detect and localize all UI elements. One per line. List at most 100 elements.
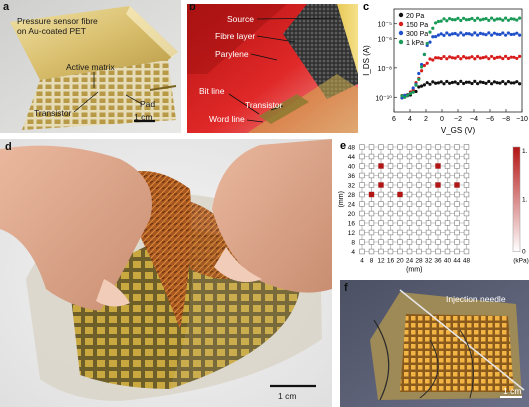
panel-c-point [453, 18, 457, 22]
transistor-annotation: Transistor [34, 108, 72, 118]
panel-e-pixel [368, 172, 375, 179]
panel-e-pixel [463, 239, 470, 245]
panel-c-point [476, 16, 480, 20]
panel-e-pixel [454, 172, 460, 179]
panel-c-label: c [363, 1, 369, 13]
panel-e-pixel [463, 210, 470, 217]
panel-e-colorbar-unit: (kPa) [513, 258, 529, 265]
panel-c-series-1 [400, 54, 522, 99]
panel-c-point [506, 80, 510, 84]
panel-e-pixel [406, 229, 413, 236]
panel-c-point [518, 16, 522, 20]
panel-c-point [450, 80, 454, 85]
panel-b-image [187, 4, 358, 133]
panel-e-pixel [406, 182, 413, 188]
panel-f-scalebar-svg [500, 396, 522, 398]
panel-f-image [340, 280, 529, 407]
panel-e-ytick-label: 24 [348, 202, 356, 209]
panel-e-pixel [454, 210, 460, 217]
panel-e-pixel [416, 210, 422, 217]
panel-c-point [467, 32, 471, 36]
panel-e-pixel [368, 201, 375, 207]
panel-c-point [428, 82, 432, 86]
panel-c-series-0 [400, 79, 522, 100]
panel-e-pixel [425, 153, 432, 160]
panel-e-pixel [416, 229, 422, 236]
panel-e-pixel [454, 220, 460, 226]
panel-c-point [509, 55, 513, 59]
panel-c-point [445, 57, 449, 61]
panel-e-active-pixel [378, 182, 384, 188]
panel-c-point [481, 17, 485, 21]
panel-e-pixel [435, 229, 441, 236]
panel-c-point [453, 80, 457, 84]
panel-e-pixel [444, 248, 451, 255]
panel-e-pixel [425, 191, 432, 198]
panel-c-point [456, 33, 460, 37]
panel-e-pixel [435, 248, 441, 255]
panel-f-photo: f Injection needle 1 cm [340, 280, 529, 407]
panel-c-point [464, 80, 468, 84]
panel-c-point [515, 31, 519, 35]
panel-c-point [439, 80, 443, 84]
panel-e-pixel [444, 239, 451, 245]
panel-e-pixel [416, 191, 422, 198]
panel-e-pixel [397, 220, 403, 226]
panel-c-point [420, 62, 424, 67]
panel-e-pixel [378, 220, 384, 226]
panel-e-pixel [368, 153, 375, 160]
panel-e-pixel [425, 163, 432, 169]
panel-e-pixel [359, 153, 365, 160]
panel-c-legend-marker [398, 12, 404, 18]
panel-c-point [411, 86, 415, 90]
panel-c-point [484, 33, 488, 37]
panel-c-point [518, 54, 522, 59]
panel-c-point [442, 54, 446, 59]
panel-e-pixel [397, 153, 403, 160]
panel-e-pixel [463, 153, 470, 160]
panel-e-pixel [416, 144, 422, 150]
panel-e-pixel [359, 182, 365, 188]
panel-c-ylabel: I_DS (A) [362, 45, 371, 76]
panel-c-point [481, 56, 485, 60]
panel-e-pixel [435, 172, 441, 179]
panel-e-pixel [454, 239, 460, 245]
panel-c-point [473, 31, 477, 35]
panel-c-ytick-label: 10⁻⁵ [378, 22, 392, 29]
panel-e-pixel [435, 220, 441, 226]
panel-c-point [464, 56, 468, 60]
active-matrix-annotation: Active matrix [66, 62, 115, 72]
panel-c-point [456, 82, 460, 86]
panel-e-chart: e 48 44 40 36 32 28 24 20 16 12 8 4 4 8 12 16 20 24 28 32 36 4… [338, 139, 529, 279]
panel-c-point [512, 55, 516, 59]
panel-e-ytick-label: 48 [348, 145, 356, 152]
panel-e-pixel [444, 163, 451, 169]
panel-c-point [512, 17, 516, 21]
panel-c-point [501, 31, 505, 35]
panel-e-active-pixel [435, 163, 441, 169]
panel-e-pixel [444, 172, 451, 179]
panel-c-point [448, 33, 452, 37]
panel-e-pixel [378, 191, 384, 198]
panel-e-pixel [425, 182, 432, 188]
panel-c-svg: c 10⁻¹⁰ 10⁻⁸ 10⁻⁶ 10⁻⁵ 6 4 2 0 −2 −4 −6 −8 −10 V_GS (V… [362, 1, 528, 135]
panel-e-pixel [397, 201, 403, 207]
panel-e-pixel [387, 229, 394, 236]
panel-e-active-pixel [454, 182, 460, 188]
panel-e-grid [359, 144, 470, 255]
panel-c-point [414, 89, 418, 94]
panel-b-label: b [189, 4, 196, 13]
panel-e-label: e [340, 140, 346, 152]
panel-c-point [417, 77, 421, 81]
panel-c-point [484, 17, 488, 21]
panel-e-xtick-label: 24 [406, 258, 414, 265]
panel-c-point [515, 56, 519, 61]
panel-c-point [501, 18, 505, 22]
panel-c-point [420, 65, 424, 69]
panel-e-active-pixel [397, 191, 403, 198]
panel-e-pixel [378, 229, 384, 236]
panel-e-pixel [387, 163, 394, 169]
panel-e-pixel [397, 239, 403, 245]
panel-c-point [473, 18, 477, 23]
